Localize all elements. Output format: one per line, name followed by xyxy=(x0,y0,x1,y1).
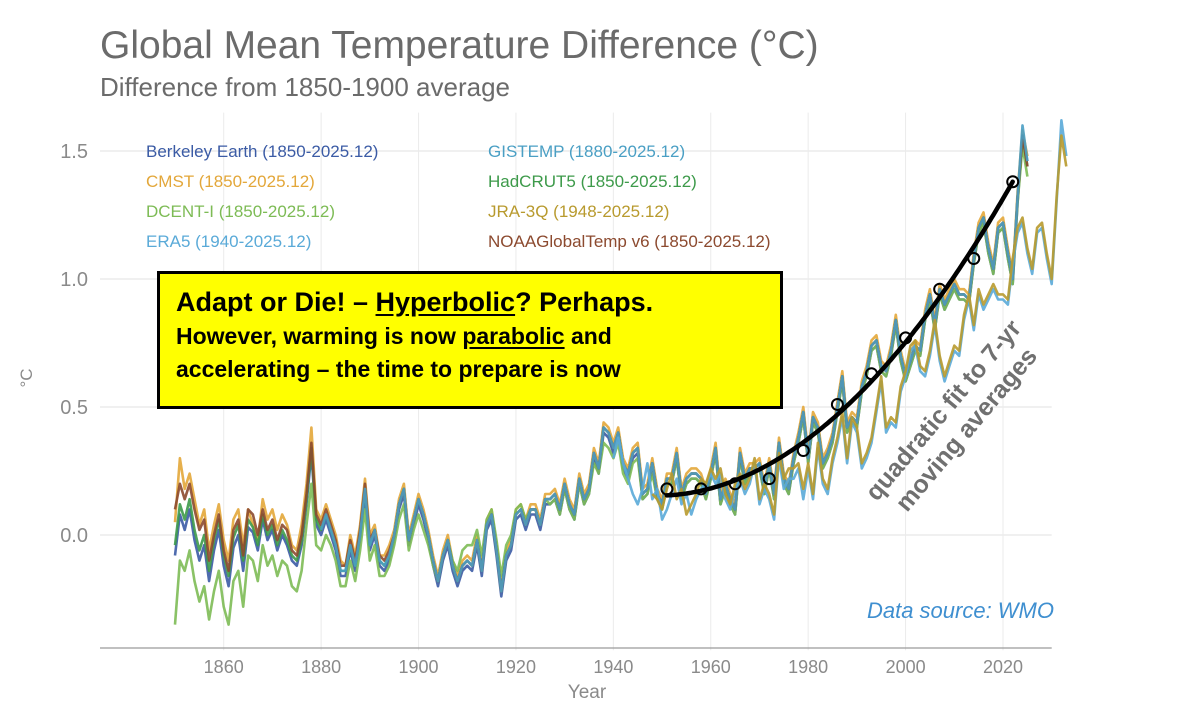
fit-layer xyxy=(660,175,1020,498)
legend-entry-cmst: CMST (1850-2025.12) xyxy=(146,172,315,191)
callout-line-2: However, warming is now parabolic and xyxy=(176,320,764,353)
moving-average-point xyxy=(694,482,708,496)
chart-title: Global Mean Temperature Difference (°C) xyxy=(100,24,819,67)
callout-line-1: Adapt or Die! – Hyperbolic? Perhaps. xyxy=(176,284,764,320)
moving-average-point xyxy=(864,367,878,381)
y-tick-label: 0.5 xyxy=(60,397,88,419)
moving-average-point xyxy=(899,331,913,345)
moving-average-point xyxy=(728,477,742,491)
x-tick-label: 1900 xyxy=(399,657,439,677)
legend-entry-dcent: DCENT-I (1850-2025.12) xyxy=(146,202,335,221)
x-tick-label: 1960 xyxy=(691,657,731,677)
annotation-callout: Adapt or Die! – Hyperbolic? Perhaps. How… xyxy=(157,271,783,409)
x-tick-label: 2020 xyxy=(983,657,1023,677)
chart-subtitle: Difference from 1850-1900 average xyxy=(100,72,510,102)
moving-average-point xyxy=(967,252,981,266)
callout-line-3: accelerating – the time to prepare is no… xyxy=(176,356,621,382)
moving-average-point xyxy=(830,397,844,411)
axes-layer: 0.0 0.5 1.0 1.5 1860 1880 1900 1920 1940 1960 1980… xyxy=(17,141,1052,703)
callout-text: Adapt or Die! – xyxy=(176,287,376,317)
legend-entry-hadcrut: HadCRUT5 (1850-2025.12) xyxy=(488,172,697,191)
moving-average-point xyxy=(933,282,947,296)
x-tick-label: 1980 xyxy=(788,657,828,677)
legend-entry-noaa: NOAAGlobalTemp v6 (1850-2025.12) xyxy=(488,232,771,251)
moving-average-point xyxy=(796,444,810,458)
y-tick-label: 1.0 xyxy=(60,269,88,291)
callout-text: However, warming is now xyxy=(176,323,463,349)
moving-average-point xyxy=(762,472,776,486)
callout-underlined: Hyperbolic xyxy=(375,287,516,317)
x-tick-label: 1920 xyxy=(496,657,536,677)
y-axis-label: °C xyxy=(17,368,36,387)
moving-average-point xyxy=(660,482,674,496)
x-tick-label: 1880 xyxy=(301,657,341,677)
legend-entry-jra: JRA-3Q (1948-2025.12) xyxy=(488,202,670,221)
callout-text: ? Perhaps. xyxy=(515,287,654,317)
legend-entry-era5: ERA5 (1940-2025.12) xyxy=(146,232,312,251)
legend-left: Berkeley Earth (1850-2025.12) CMST (1850… xyxy=(146,137,378,257)
series-line-gistemp xyxy=(319,124,1029,593)
callout-text: and xyxy=(564,323,612,349)
legend-entry-gistemp: GISTEMP (1880-2025.12) xyxy=(488,142,686,161)
x-tick-label: 1940 xyxy=(593,657,633,677)
series-line-jra-3q xyxy=(651,134,1068,516)
data-source-note: Data source: WMO xyxy=(866,598,1054,623)
legend-entry-berkeley: Berkeley Earth (1850-2025.12) xyxy=(146,142,379,161)
x-axis-label: Year xyxy=(568,682,607,703)
callout-underlined: parabolic xyxy=(462,323,565,349)
y-tick-label: 0.0 xyxy=(60,525,88,547)
moving-average-point xyxy=(1006,175,1020,189)
y-tick-label: 1.5 xyxy=(60,141,88,163)
legend-right: GISTEMP (1880-2025.12) HadCRUT5 (1850-20… xyxy=(488,137,771,257)
quadratic-fit-curve xyxy=(664,179,1015,498)
x-tick-label: 1860 xyxy=(204,657,244,677)
x-tick-label: 2000 xyxy=(886,657,926,677)
